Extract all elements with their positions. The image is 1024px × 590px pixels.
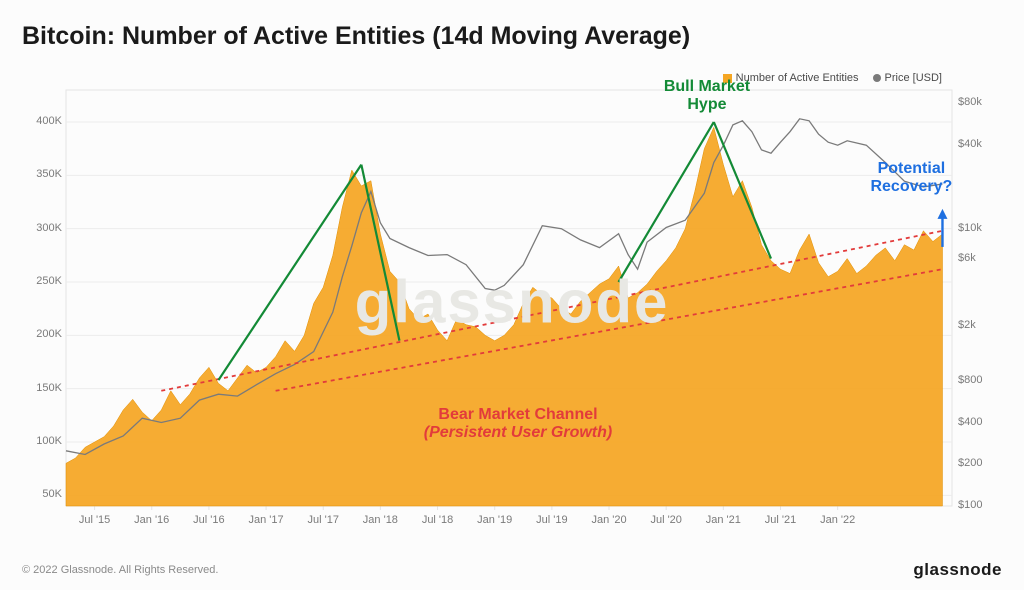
y-left-tick: 300K [26,222,62,234]
annotation-recovery-l2: Recovery? [870,178,952,196]
x-tick: Jan '18 [355,514,405,526]
y-left-tick: 100K [26,435,62,447]
y-left-tick: 400K [26,115,62,127]
x-tick: Jul '16 [184,514,234,526]
annotation-bear-channel: Bear Market Channel (Persistent User Gro… [424,406,612,443]
x-tick: Jul '20 [641,514,691,526]
y-left-tick: 200K [26,328,62,340]
chart-area: Number of Active Entities Price [USD] gl… [22,72,1002,540]
y-left-tick: 250K [26,275,62,287]
footer-brand: glassnode [913,560,1002,580]
y-right-tick: $400 [958,416,998,428]
x-tick: Jul '18 [413,514,463,526]
y-right-tick: $6k [958,252,998,264]
x-tick: Jan '20 [584,514,634,526]
y-left-tick: 50K [26,488,62,500]
x-tick: Jan '22 [813,514,863,526]
annotation-bull-l1: Bull Market [664,78,750,96]
annotation-bull-market: Bull Market Hype [664,78,750,115]
y-right-tick: $100 [958,499,998,511]
x-tick: Jan '17 [241,514,291,526]
x-tick: Jul '19 [527,514,577,526]
x-tick: Jan '16 [127,514,177,526]
y-right-tick: $10k [958,222,998,234]
y-right-tick: $200 [958,457,998,469]
annotation-bull-l2: Hype [664,96,750,114]
annotation-bear-l1: Bear Market Channel [424,406,612,424]
y-right-tick: $80k [958,96,998,108]
x-tick: Jan '19 [470,514,520,526]
annotation-recovery: Potential Recovery? [870,160,952,197]
y-right-tick: $40k [958,138,998,150]
plot-svg [22,72,1002,540]
y-left-tick: 150K [26,382,62,394]
annotation-bear-l2: (Persistent User Growth) [424,424,612,442]
y-right-tick: $2k [958,319,998,331]
x-tick: Jul '21 [756,514,806,526]
annotation-recovery-l1: Potential [870,160,952,178]
x-tick: Jul '17 [298,514,348,526]
y-right-tick: $800 [958,374,998,386]
chart-title: Bitcoin: Number of Active Entities (14d … [22,22,690,51]
y-left-tick: 350K [26,168,62,180]
footer-copyright: © 2022 Glassnode. All Rights Reserved. [22,564,218,576]
x-tick: Jul '15 [70,514,120,526]
x-tick: Jan '21 [698,514,748,526]
